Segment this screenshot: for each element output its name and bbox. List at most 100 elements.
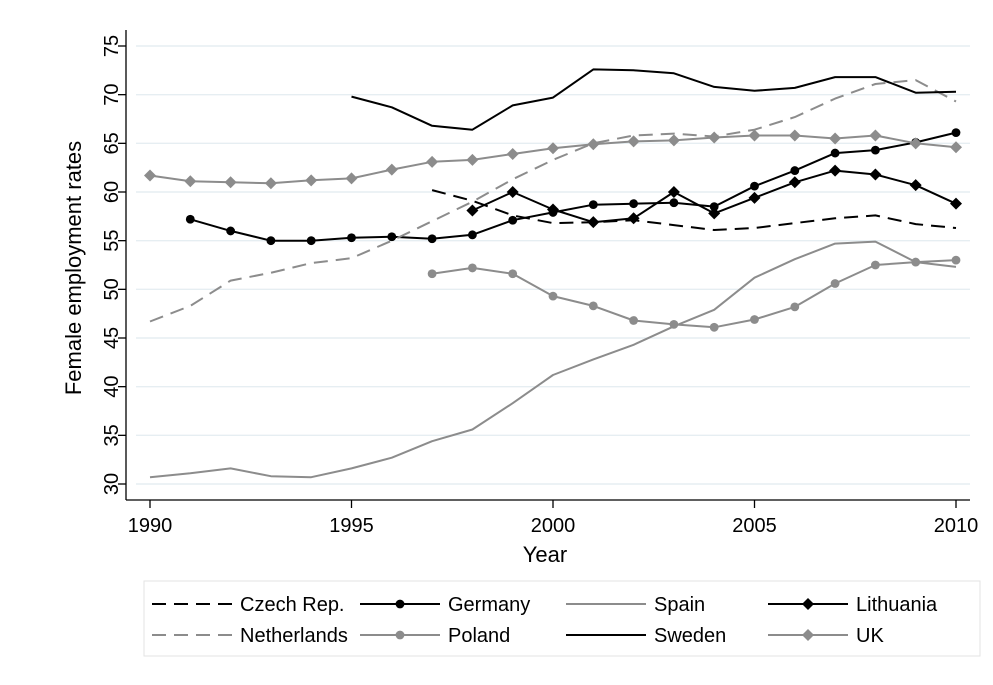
y-tick-label: 45 — [101, 327, 123, 349]
legend-label: Czech Rep. — [240, 594, 345, 616]
series-line — [149, 240, 957, 479]
series-czech-rep — [431, 189, 957, 231]
data-point — [395, 630, 405, 640]
data-point — [829, 164, 842, 177]
legend-label: Poland — [448, 625, 510, 647]
data-point — [385, 163, 398, 176]
data-point — [708, 131, 721, 144]
data-point — [468, 263, 477, 273]
legend-label: Lithuania — [856, 594, 938, 616]
data-point — [802, 598, 814, 610]
data-point — [468, 230, 477, 240]
y-tick-label: 55 — [101, 230, 123, 252]
series-spain — [149, 240, 957, 479]
data-point — [708, 207, 721, 220]
data-point — [264, 177, 277, 190]
data-point — [750, 315, 759, 324]
legend-item-germany: Germany — [360, 594, 530, 616]
data-point — [802, 629, 814, 641]
data-point — [830, 148, 840, 158]
data-point — [266, 236, 276, 246]
data-point — [426, 155, 439, 168]
data-point — [669, 319, 679, 329]
data-point — [226, 226, 236, 236]
data-point — [547, 203, 559, 216]
y-tick-label: 30 — [101, 473, 123, 495]
data-point — [788, 176, 801, 189]
data-point — [629, 199, 638, 209]
data-point — [587, 138, 600, 151]
data-point — [305, 174, 318, 187]
data-point — [395, 599, 405, 609]
y-tick-label: 75 — [101, 35, 123, 57]
data-point — [548, 291, 558, 301]
y-tick-label: 40 — [101, 376, 123, 398]
x-tick-label: 2000 — [531, 515, 576, 537]
data-point — [345, 172, 358, 185]
series-line — [149, 79, 957, 323]
data-point — [748, 191, 761, 204]
legend-label: Netherlands — [240, 625, 348, 647]
axes: 30 35 40 45 50 55 60 65 70 75 1990 1995 2000 2005 2010 — [101, 30, 978, 537]
data-point — [667, 186, 680, 198]
data-point — [869, 168, 882, 181]
data-point — [466, 153, 479, 166]
data-point — [506, 186, 519, 198]
series-poland — [427, 255, 961, 332]
y-tick-label: 35 — [101, 424, 123, 446]
data-point — [427, 269, 437, 279]
x-tick-label: 1990 — [128, 515, 173, 537]
data-point — [547, 142, 559, 155]
data-point — [830, 279, 840, 288]
data-point — [588, 200, 598, 210]
legend-item-poland: Poland — [360, 625, 510, 647]
data-point — [508, 215, 518, 225]
legend-label: Germany — [448, 594, 530, 616]
x-tick-label: 2010 — [934, 515, 979, 537]
y-tick-label: 70 — [101, 84, 123, 106]
data-point — [144, 169, 156, 182]
series-line — [351, 68, 957, 131]
legend-label: Sweden — [654, 625, 726, 647]
data-point — [184, 175, 197, 188]
data-point — [387, 232, 397, 242]
data-point — [669, 198, 679, 208]
data-point — [508, 269, 518, 279]
x-tick-label: 2005 — [732, 515, 777, 537]
data-point — [829, 132, 842, 145]
legend-item-sweden: Sweden — [566, 625, 726, 647]
data-point — [506, 148, 519, 161]
chart-background — [8, 8, 985, 677]
data-point — [871, 260, 880, 270]
data-point — [951, 255, 961, 265]
series-line — [190, 131, 957, 242]
data-point — [627, 212, 640, 225]
x-tick-label: 1995 — [329, 515, 374, 537]
legend: Czech Rep. Germany Spain Lithuania Netherlan… — [143, 580, 981, 657]
data-point — [871, 145, 880, 155]
legend-label: UK — [856, 625, 884, 647]
data-point — [788, 129, 801, 142]
legend-item-uk: UK — [768, 625, 884, 647]
data-point — [869, 129, 882, 142]
data-point — [790, 166, 800, 175]
data-point — [588, 301, 598, 311]
series-lithuania — [466, 164, 962, 229]
data-point — [306, 236, 316, 246]
data-point — [750, 181, 759, 191]
data-point — [627, 135, 640, 148]
series-sweden — [351, 68, 957, 131]
legend-label: Spain — [654, 594, 705, 616]
data-point — [709, 322, 719, 332]
series-group — [144, 68, 962, 479]
data-point — [950, 141, 962, 154]
series-line — [431, 189, 957, 231]
data-point — [909, 137, 922, 150]
y-tick-label: 65 — [101, 132, 123, 154]
axis-labels: Year Female employment rates — [61, 141, 567, 567]
data-point — [909, 179, 922, 192]
legend-box — [143, 580, 981, 657]
series-uk — [144, 129, 962, 190]
